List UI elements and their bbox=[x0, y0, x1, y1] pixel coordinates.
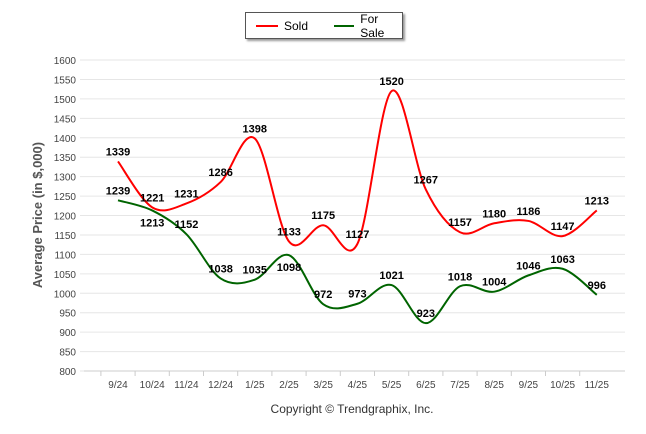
data-label: 1152 bbox=[174, 219, 198, 231]
data-label: 1147 bbox=[551, 221, 575, 233]
x-tick-label: 10/24 bbox=[140, 380, 165, 391]
x-tick-label: 5/25 bbox=[382, 380, 402, 391]
data-label: 1175 bbox=[311, 210, 335, 222]
y-tick-label: 1300 bbox=[54, 173, 77, 184]
data-label: 1231 bbox=[174, 188, 198, 200]
data-label: 1520 bbox=[379, 76, 403, 88]
data-label: 1267 bbox=[414, 174, 438, 186]
y-axis-title: Average Price (in $,000) bbox=[30, 142, 45, 288]
data-label: 1046 bbox=[516, 260, 540, 272]
x-tick-label: 11/24 bbox=[174, 380, 199, 391]
data-label: 1339 bbox=[106, 146, 130, 158]
x-tick-label: 2/25 bbox=[279, 380, 299, 391]
legend-label-for-sale: For Sale bbox=[360, 11, 385, 40]
x-tick-label: 4/25 bbox=[348, 380, 368, 391]
data-label: 1239 bbox=[106, 185, 130, 197]
data-label: 1213 bbox=[585, 195, 609, 207]
data-label: 996 bbox=[588, 280, 606, 292]
data-label: 1038 bbox=[208, 263, 232, 275]
y-tick-label: 1400 bbox=[54, 134, 77, 145]
y-tick-label: 850 bbox=[59, 348, 76, 359]
y-tick-label: 1450 bbox=[54, 114, 77, 125]
legend-item-for-sale[interactable]: For Sale bbox=[334, 12, 402, 40]
x-tick-label: 9/25 bbox=[519, 380, 539, 391]
y-tick-label: 1050 bbox=[54, 270, 77, 281]
data-label: 1186 bbox=[516, 206, 540, 218]
x-tick-label: 6/25 bbox=[416, 380, 436, 391]
legend-swatch-sold bbox=[256, 24, 278, 27]
y-tick-label: 1550 bbox=[54, 75, 77, 86]
data-label: 1127 bbox=[345, 229, 369, 241]
data-label: 1398 bbox=[243, 124, 267, 136]
y-tick-label: 1200 bbox=[54, 212, 77, 223]
y-tick-label: 1150 bbox=[54, 231, 76, 242]
series-line-sold bbox=[117, 89, 598, 252]
data-label: 1018 bbox=[448, 271, 472, 283]
copyright-footer: Copyright © Trendgraphix, Inc. bbox=[271, 402, 434, 416]
data-label: 1004 bbox=[482, 277, 507, 289]
y-tick-label: 1100 bbox=[54, 250, 76, 261]
data-label: 923 bbox=[417, 308, 435, 320]
legend: Sold For Sale bbox=[245, 12, 403, 40]
x-tick-label: 3/25 bbox=[313, 380, 333, 391]
x-tick-label: 1/25 bbox=[245, 380, 265, 391]
x-tick-label: 8/25 bbox=[484, 380, 504, 391]
data-label: 1063 bbox=[550, 254, 574, 266]
series-line-for-sale bbox=[117, 199, 598, 325]
data-label: 1157 bbox=[448, 217, 472, 229]
y-tick-label: 1500 bbox=[54, 95, 77, 106]
y-tick-label: 800 bbox=[59, 367, 76, 378]
x-tick-label: 11/25 bbox=[585, 380, 610, 391]
legend-item-sold[interactable]: Sold bbox=[256, 19, 308, 33]
data-label: 1035 bbox=[243, 265, 267, 277]
data-label: 1213 bbox=[140, 217, 164, 229]
data-label: 1021 bbox=[379, 270, 403, 282]
data-label: 1133 bbox=[277, 227, 301, 239]
x-tick-label: 7/25 bbox=[450, 380, 470, 391]
x-tick-label: 9/24 bbox=[108, 380, 128, 391]
data-label: 1286 bbox=[208, 167, 232, 179]
y-tick-label: 1250 bbox=[54, 192, 77, 203]
y-tick-label: 950 bbox=[59, 309, 76, 320]
y-tick-label: 1000 bbox=[54, 289, 77, 300]
legend-label-sold: Sold bbox=[284, 18, 309, 33]
legend-swatch-for-sale bbox=[334, 24, 355, 27]
data-label: 973 bbox=[348, 289, 366, 301]
data-label: 972 bbox=[314, 289, 332, 301]
x-tick-label: 10/25 bbox=[550, 380, 575, 391]
y-tick-label: 1350 bbox=[54, 153, 77, 164]
y-tick-label: 1600 bbox=[54, 56, 77, 67]
y-tick-label: 900 bbox=[59, 328, 76, 339]
data-label: 1098 bbox=[277, 262, 301, 274]
x-tick-label: 12/24 bbox=[208, 380, 233, 391]
data-label: 1180 bbox=[482, 208, 506, 220]
data-label: 1221 bbox=[140, 192, 164, 204]
